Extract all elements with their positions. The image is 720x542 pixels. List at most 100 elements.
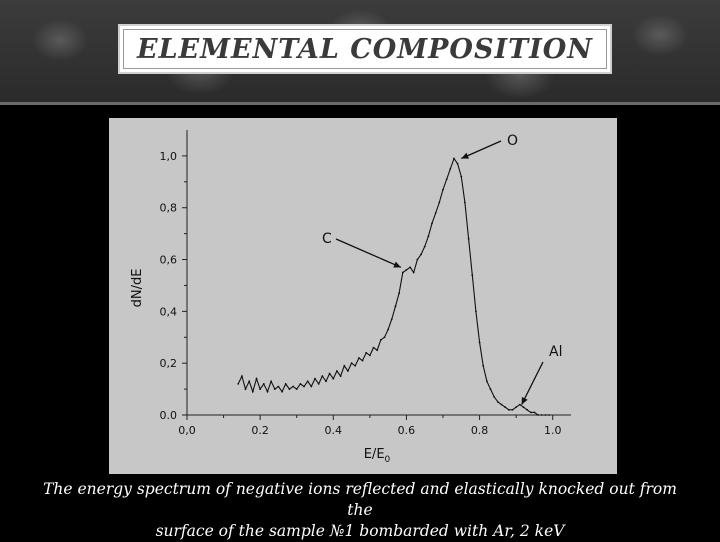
spectrum-point <box>548 414 550 416</box>
annotation-arrowhead <box>521 396 528 405</box>
spectrum-line <box>237 157 550 416</box>
spectrum-point <box>306 380 309 383</box>
spectrum-point <box>423 245 426 248</box>
spectrum-point <box>277 385 280 388</box>
annotation-label-o: O <box>507 133 518 149</box>
spectrum-point <box>434 212 437 214</box>
y-tick-label: 0.0 <box>160 409 178 422</box>
spectrum-point <box>237 383 240 385</box>
spectrum-point <box>526 408 528 411</box>
spectrum-point <box>299 383 302 385</box>
spectrum-point <box>460 175 463 178</box>
annotation-label-c: C <box>322 231 332 247</box>
header-divider <box>0 102 720 105</box>
spectrum-point <box>475 310 477 313</box>
spectrum-point <box>383 336 386 339</box>
spectrum-point <box>409 266 411 269</box>
spectrum-point <box>471 274 474 276</box>
spectrum-point <box>449 168 452 170</box>
spectrum-point <box>339 375 342 377</box>
y-tick-label: 0,4 <box>160 305 178 318</box>
spectrum-point <box>427 235 430 238</box>
spectrum-point <box>372 346 375 349</box>
spectrum-point <box>478 341 481 344</box>
annotation-arrow-line <box>335 238 402 268</box>
spectrum-point <box>365 351 368 354</box>
annotation-arrowhead <box>461 152 469 159</box>
spectrum-point <box>379 339 382 341</box>
spectrum-point <box>405 269 408 271</box>
spectrum-point <box>354 364 357 367</box>
spectrum-point <box>266 390 269 393</box>
spectrum-point <box>500 403 503 406</box>
spectrum-point <box>259 388 261 390</box>
spectrum-point <box>445 178 448 181</box>
spectrum-point <box>482 364 485 367</box>
spectrum-point <box>369 354 371 357</box>
spectrum-point <box>398 292 400 295</box>
spectrum-point <box>314 377 316 380</box>
spectrum-point <box>464 201 466 204</box>
x-tick-label: 0.4 <box>325 424 343 437</box>
spectrum-point <box>328 372 331 375</box>
spectrum-point <box>284 383 287 385</box>
spectrum-point <box>493 396 496 398</box>
annotation-arrowhead <box>393 261 401 268</box>
spectrum-point <box>255 377 258 380</box>
spectrum-point <box>262 383 265 385</box>
spectrum-point <box>401 271 404 274</box>
spectrum-point <box>288 388 291 390</box>
spectrum-point <box>358 357 360 359</box>
x-tick-label: 0.2 <box>251 424 269 437</box>
spectrum-point <box>544 414 547 416</box>
spectrum-point <box>442 188 444 191</box>
spectrum-point <box>310 385 313 388</box>
spectrum-point <box>453 157 455 160</box>
spectrum-point <box>343 364 346 367</box>
spectrum-point <box>325 380 327 383</box>
spectrum-point <box>497 401 499 403</box>
figure-caption: The energy spectrum of negative ions ref… <box>30 479 690 542</box>
caption-line-2: surface of the sample №1 bombarded with … <box>155 522 565 540</box>
spectrum-point <box>321 375 324 377</box>
x-tick-label: 0.6 <box>398 424 416 437</box>
title-frame: ELEMENTAL COMPOSITION <box>118 24 612 74</box>
slide-title: ELEMENTAL COMPOSITION <box>136 33 593 65</box>
y-tick-label: 0,8 <box>160 202 178 215</box>
spectrum-point <box>416 258 419 261</box>
spectrum-point <box>431 222 433 225</box>
spectrum-point <box>350 362 353 365</box>
annotations: O C Al <box>322 133 562 405</box>
spectrum-point <box>347 370 349 372</box>
chart-axes <box>186 130 571 416</box>
spectrum-point <box>270 380 272 383</box>
spectrum-point <box>489 388 492 390</box>
annotation-arrow-line <box>461 140 502 160</box>
spectrum-point <box>507 408 510 411</box>
spectrum-point <box>486 380 488 383</box>
x-tick-label: 0.8 <box>471 424 489 437</box>
spectrum-point <box>533 411 536 414</box>
spectrum-point <box>361 359 364 362</box>
spectrum-point <box>390 318 393 320</box>
spectrum-point <box>273 388 276 390</box>
x-axis-label: E/E0 <box>364 447 391 465</box>
spectrum-point <box>537 414 539 416</box>
spectrum-point <box>248 380 251 383</box>
x-tick-label: 0,0 <box>178 424 196 437</box>
spectrum-point <box>515 406 517 409</box>
spectrum-point <box>281 390 283 393</box>
spectrum-point <box>303 385 305 388</box>
spectrum-point <box>376 349 379 352</box>
spectrum-point <box>438 201 441 204</box>
y-tick-label: 1,0 <box>160 150 178 163</box>
chart-ticks: 0,0 0.2 0.4 0.6 0.8 1.0 0.0 0,2 0,4 0,6 0,8 1,0 <box>160 150 562 437</box>
spectrum-point <box>522 406 525 409</box>
spectrum-point <box>394 305 397 308</box>
spectrum-point <box>518 403 521 406</box>
spectrum-point <box>317 383 320 385</box>
caption-line-1: The energy spectrum of negative ions ref… <box>43 480 677 519</box>
spectrum-point <box>241 375 243 377</box>
annotation-label-al: Al <box>549 344 562 360</box>
spectrum-point <box>511 408 514 411</box>
